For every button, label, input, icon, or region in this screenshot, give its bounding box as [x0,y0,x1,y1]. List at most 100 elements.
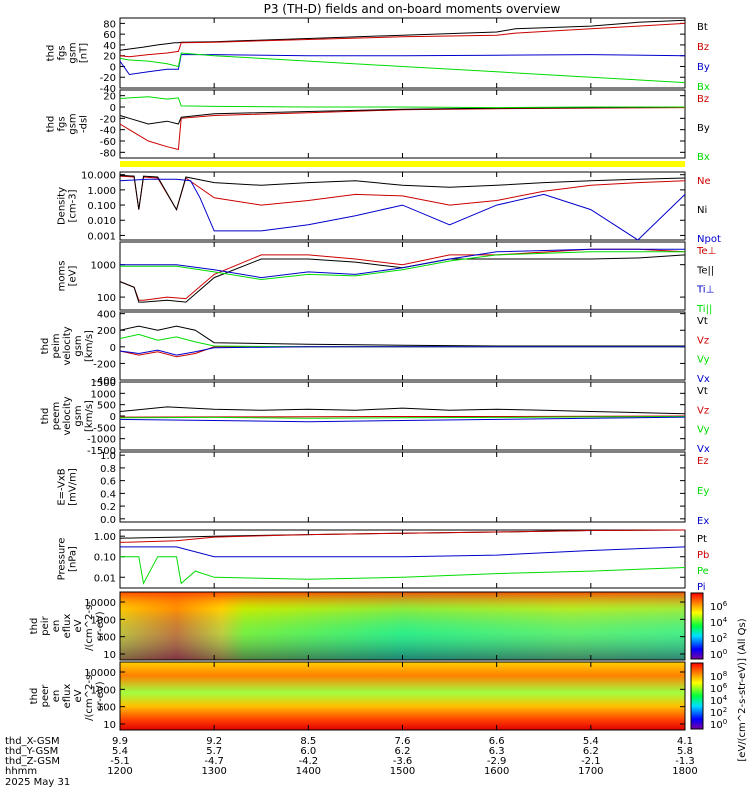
series-line-Bz [119,107,686,151]
y-axis-label: sr-eV) [95,681,106,710]
x-tick-label-hhmm: 1800 [672,766,697,777]
y-axis-label: [mV/m] [68,468,79,506]
y-axis-label: eV [73,689,84,702]
legend-Bx: Bx [697,152,710,163]
y-axis-label: fgs [57,45,68,60]
colorbar-tick: 102 [710,632,727,645]
legend-Ni: Ni [697,205,707,216]
legend-Pb: Pb [697,550,709,561]
series-line-Vx [119,346,685,356]
series-line-Bz [119,22,686,58]
y-axis-label: /(cm^2-s- [84,671,95,721]
y-tick-label: 0 [110,62,116,73]
series-line-By [119,106,686,125]
series-line-Npot [119,178,686,241]
x-row-label: 2025 May 31 [5,777,70,788]
legend-Vy: Vy [697,355,710,366]
x-tick-label-z: -4.2 [299,756,319,767]
x-tick-label-x: 9.9 [112,736,128,747]
colorbar-tick: 104 [710,616,728,629]
y-axis-label: thd [40,408,51,425]
series-line-Vy [119,416,686,419]
legend-Pt: Pt [697,534,707,545]
x-tick-label-y: 5.8 [677,746,693,757]
y-tick-label: -40 [100,84,116,95]
y-tick-label: 0.8 [100,464,116,475]
panel-frame [119,529,686,589]
panel-frame [119,171,686,241]
y-axis-label: [nT] [79,43,90,63]
legend-Te||: Te|| [696,265,714,276]
colorbar-tick: 104 [710,694,728,707]
panel-frame [119,451,686,523]
x-tick-label-y: 5.7 [206,746,222,757]
legend-Vz: Vz [697,335,709,346]
x-tick-label-hhmm: 1400 [296,766,321,777]
x-tick-label-x: 7.6 [395,736,411,747]
y-axis-label: [cm-3] [68,189,79,222]
x-tick-label-x: 6.6 [489,736,505,747]
legend-Ex: Ex [697,516,709,527]
y-tick-label: -40 [100,126,116,137]
colorbar-9 [690,662,704,730]
legend-Ne: Ne [697,176,711,187]
legend-Vz: Vz [697,405,709,416]
y-axis-label: thd [46,116,57,133]
colorbar-label: [eV/(cm^2-s-str-eV)] (All Qs) [737,618,748,761]
y-tick-label: 0 [110,343,116,354]
yellow-status-bar [120,161,685,167]
y-axis-label: E=-VxB [57,468,68,505]
panel-peim-velocity: 400 200 0 -200 -400 thd peim velocity gsm [km/s] V… [40,310,710,387]
y-tick-label: 1.000 [87,186,116,197]
series-line-Vz [119,346,685,358]
series-line-Pi [120,546,686,558]
x-tick-label-x: 5.4 [583,736,599,747]
legend-Pe: Pe [697,566,709,577]
y-tick-label: 10.000 [81,171,116,182]
y-tick-label: 0.6 [100,477,116,488]
x-tick-label-hhmm: 1700 [578,766,603,777]
legend-Bz: Bz [697,94,709,105]
legend-Vx: Vx [697,444,710,455]
legend-Pi: Pi [697,582,706,593]
y-tick-label: 0.001 [87,231,116,242]
y-tick-label: -20 [100,73,116,84]
y-axis-label: [km/s] [84,400,95,432]
y-axis-label: thd [29,688,40,705]
y-axis-label: moms [57,261,68,292]
colorbar-tick: 102 [710,706,727,719]
x-tick-label-x: 8.5 [300,736,316,747]
y-tick-label: 0.01 [94,573,116,584]
y-axis-label: velocity [62,396,73,435]
legend-Npot: Npot [697,234,721,245]
y-tick-label: -80 [100,148,116,159]
panel-peir-energy-flux: 106 104 102 100 10000 1000 100 10 thd peir en eflux… [29,591,728,661]
panel-mom-temperature: 1000 100 moms [eV] Te⊥ Te|| Ti⊥ Ti|| [57,241,716,315]
y-tick-label: 200 [97,326,116,337]
y-axis-label: gsm [68,113,79,134]
y-tick-label: 10000 [84,598,116,609]
panel-density: 10.000 1.000 0.100 0.010 0.001 Density [cm-3] N… [57,171,721,245]
panel-pressure: 1.00 0.10 0.01 Pressure [nPa] Pt Pb Pe Pi [57,529,709,593]
series-line-Pb [119,529,686,543]
x-tick-label-z: -5.1 [110,756,130,767]
x-tick-label-z: -4.7 [204,756,224,767]
colorbar-tick: 108 [710,670,727,683]
y-tick-label: 0.010 [87,216,116,227]
x-tick-label-z: -1.3 [675,756,695,767]
y-tick-label: 100 [97,703,116,714]
y-axis-label: Density [57,187,68,225]
series-line-Te⊥ [119,248,686,301]
y-tick-label: 1000 [91,389,116,400]
x-row-label: thd_X-GSM [5,736,60,747]
x-tick-label-x: 9.2 [206,736,222,747]
x-tick-label-hhmm: 1600 [484,766,509,777]
y-tick-label: 20 [103,92,116,103]
x-tick-label-z: -2.9 [487,756,507,767]
legend-Bt: Bt [697,22,708,33]
x-row-label: thd_Z-GSM [5,756,60,767]
x-tick-label-z: -3.6 [393,756,413,767]
